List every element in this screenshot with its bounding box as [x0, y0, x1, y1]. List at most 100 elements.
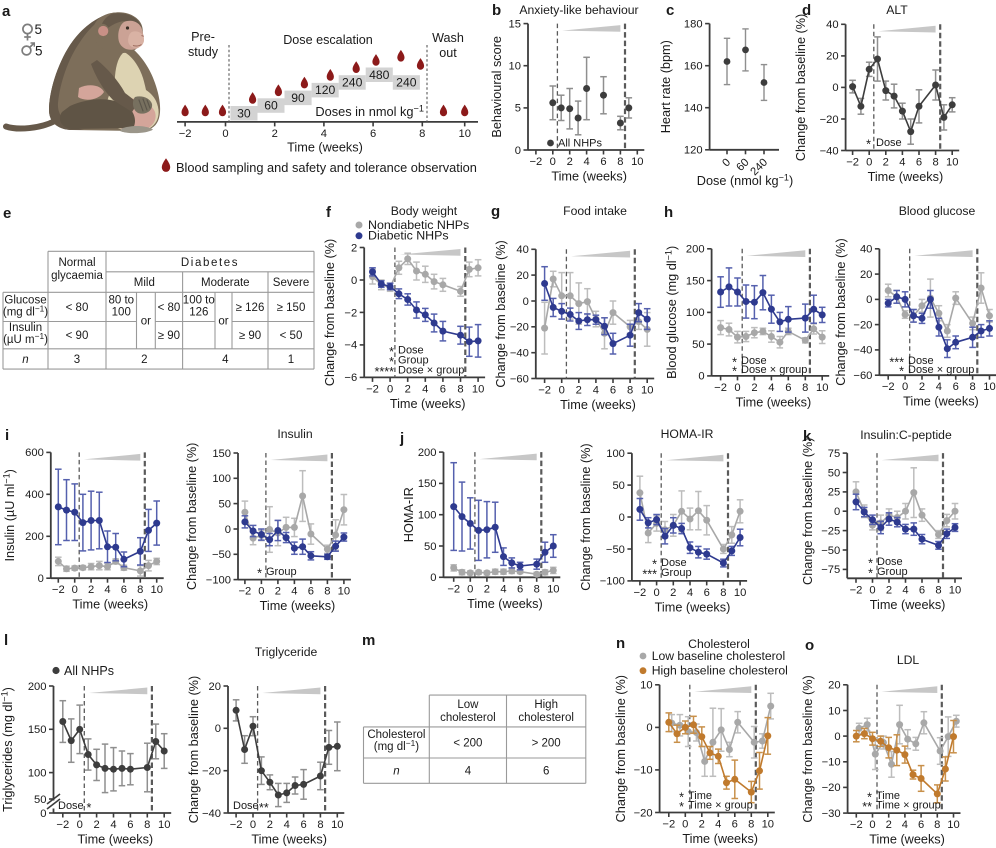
svg-text:2: 2: [484, 583, 490, 595]
svg-text:2: 2: [886, 584, 892, 596]
svg-text:−2: −2: [714, 382, 727, 394]
svg-text:Glucose: Glucose: [4, 295, 46, 307]
svg-text:−40: −40: [510, 347, 529, 359]
svg-text:j: j: [399, 430, 404, 447]
svg-text:****: ****: [375, 365, 395, 379]
svg-text:10: 10: [331, 819, 343, 831]
svg-text:cholesterol: cholesterol: [440, 712, 496, 724]
svg-text:8: 8: [935, 584, 941, 596]
svg-text:*: *: [679, 800, 684, 814]
svg-text:0: 0: [523, 296, 529, 308]
svg-text:or: or: [218, 316, 228, 328]
svg-text:2: 2: [141, 354, 147, 366]
svg-text:Insulin:C-peptide: Insulin:C-peptide: [860, 428, 952, 442]
svg-text:LDL: LDL: [897, 653, 920, 667]
svg-text:4: 4: [715, 819, 721, 831]
svg-text:Time (weeks): Time (weeks): [736, 395, 812, 409]
svg-text:n: n: [22, 354, 28, 366]
svg-text:−2: −2: [634, 587, 647, 599]
svg-text:5: 5: [35, 44, 43, 59]
svg-text:8: 8: [324, 586, 330, 598]
svg-text:100: 100: [606, 448, 625, 460]
svg-text:Pre-: Pre-: [191, 30, 215, 44]
svg-text:0: 0: [734, 382, 740, 394]
svg-text:−75: −75: [821, 564, 840, 576]
svg-text:All NHPs: All NHPs: [558, 138, 603, 150]
svg-text:10: 10: [472, 383, 484, 395]
svg-text:6: 6: [785, 382, 791, 394]
svg-text:10: 10: [734, 587, 746, 599]
svg-text:10: 10: [640, 680, 652, 692]
svg-text:High baseline cholesterol: High baseline cholesterol: [652, 664, 788, 678]
svg-text:Group: Group: [877, 566, 908, 578]
svg-text:10: 10: [762, 819, 774, 831]
svg-text:−2: −2: [179, 128, 192, 140]
svg-text:−20: −20: [510, 322, 529, 334]
svg-text:0: 0: [834, 731, 840, 743]
svg-text:n: n: [393, 766, 399, 778]
svg-text:4: 4: [899, 157, 905, 169]
svg-text:0: 0: [225, 524, 231, 536]
svg-text:o: o: [805, 637, 814, 654]
svg-text:0: 0: [866, 294, 872, 306]
svg-text:40: 40: [860, 244, 872, 256]
svg-text:8: 8: [419, 128, 425, 140]
svg-text:*: *: [867, 791, 872, 805]
svg-text:40: 40: [516, 244, 528, 256]
svg-text:4: 4: [902, 584, 908, 596]
svg-text:Severe: Severe: [273, 277, 309, 289]
svg-text:−2: −2: [344, 307, 357, 319]
svg-text:10: 10: [631, 156, 643, 168]
svg-text:10: 10: [828, 705, 840, 717]
svg-text:6: 6: [543, 766, 549, 778]
svg-text:200: 200: [418, 447, 437, 459]
svg-text:Time (weeks): Time (weeks): [467, 597, 543, 611]
svg-text:20: 20: [860, 269, 872, 281]
svg-text:10: 10: [150, 584, 162, 596]
svg-text:Change from baseline (%): Change from baseline (%): [614, 675, 628, 822]
svg-text:g: g: [491, 203, 500, 220]
svg-text:**: **: [862, 800, 872, 814]
svg-text:Diabetes: Diabetes: [181, 257, 239, 269]
svg-text:n: n: [616, 635, 625, 652]
svg-text:−60: −60: [510, 373, 529, 385]
svg-text:Time (weeks): Time (weeks): [870, 598, 946, 612]
svg-text:4: 4: [593, 385, 599, 397]
svg-text:Change from baseline (%): Change from baseline (%): [323, 239, 337, 386]
svg-text:0: 0: [698, 371, 704, 383]
svg-text:8: 8: [932, 157, 938, 169]
svg-text:Time × group: Time × group: [688, 800, 753, 812]
svg-text:< 200: < 200: [453, 738, 482, 750]
svg-text:Triglycerides (mg dl−1): Triglycerides (mg dl−1): [0, 687, 15, 812]
svg-text:Change from baseline (%): Change from baseline (%): [801, 438, 815, 585]
svg-text:0: 0: [646, 722, 652, 734]
svg-text:3: 3: [74, 354, 80, 366]
svg-text:*: *: [732, 365, 737, 379]
svg-text:2: 2: [883, 157, 889, 169]
svg-text:Body weight: Body weight: [391, 204, 458, 218]
svg-text:Insulin: Insulin: [9, 322, 42, 334]
svg-text:60: 60: [264, 99, 278, 113]
svg-text:10: 10: [547, 583, 559, 595]
svg-text:−4: −4: [344, 340, 357, 352]
svg-text:Change from baseline (%): Change from baseline (%): [494, 240, 508, 387]
svg-text:4: 4: [583, 156, 589, 168]
svg-text:Group: Group: [266, 566, 297, 578]
svg-text:4: 4: [104, 584, 110, 596]
svg-text:HOMA-IR: HOMA-IR: [661, 427, 714, 441]
svg-text:2: 2: [272, 128, 278, 140]
svg-text:8: 8: [457, 383, 463, 395]
svg-text:***: ***: [642, 568, 657, 582]
svg-text:HOMA-IR: HOMA-IR: [402, 487, 416, 542]
svg-text:e: e: [3, 205, 11, 222]
svg-text:20: 20: [209, 681, 221, 693]
svg-text:150: 150: [212, 448, 231, 460]
svg-text:i: i: [5, 427, 9, 444]
svg-text:≥ 90: ≥ 90: [239, 330, 261, 342]
svg-text:Moderate: Moderate: [201, 277, 250, 289]
svg-text:***: ***: [889, 356, 904, 370]
svg-text:Time (weeks): Time (weeks): [390, 397, 466, 411]
svg-text:480: 480: [369, 68, 390, 82]
svg-text:2: 2: [751, 382, 757, 394]
svg-text:6: 6: [919, 584, 925, 596]
